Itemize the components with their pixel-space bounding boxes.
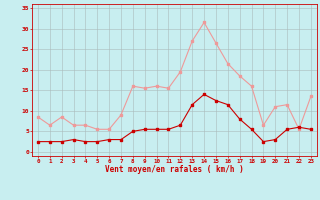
X-axis label: Vent moyen/en rafales ( km/h ): Vent moyen/en rafales ( km/h ) [105, 165, 244, 174]
